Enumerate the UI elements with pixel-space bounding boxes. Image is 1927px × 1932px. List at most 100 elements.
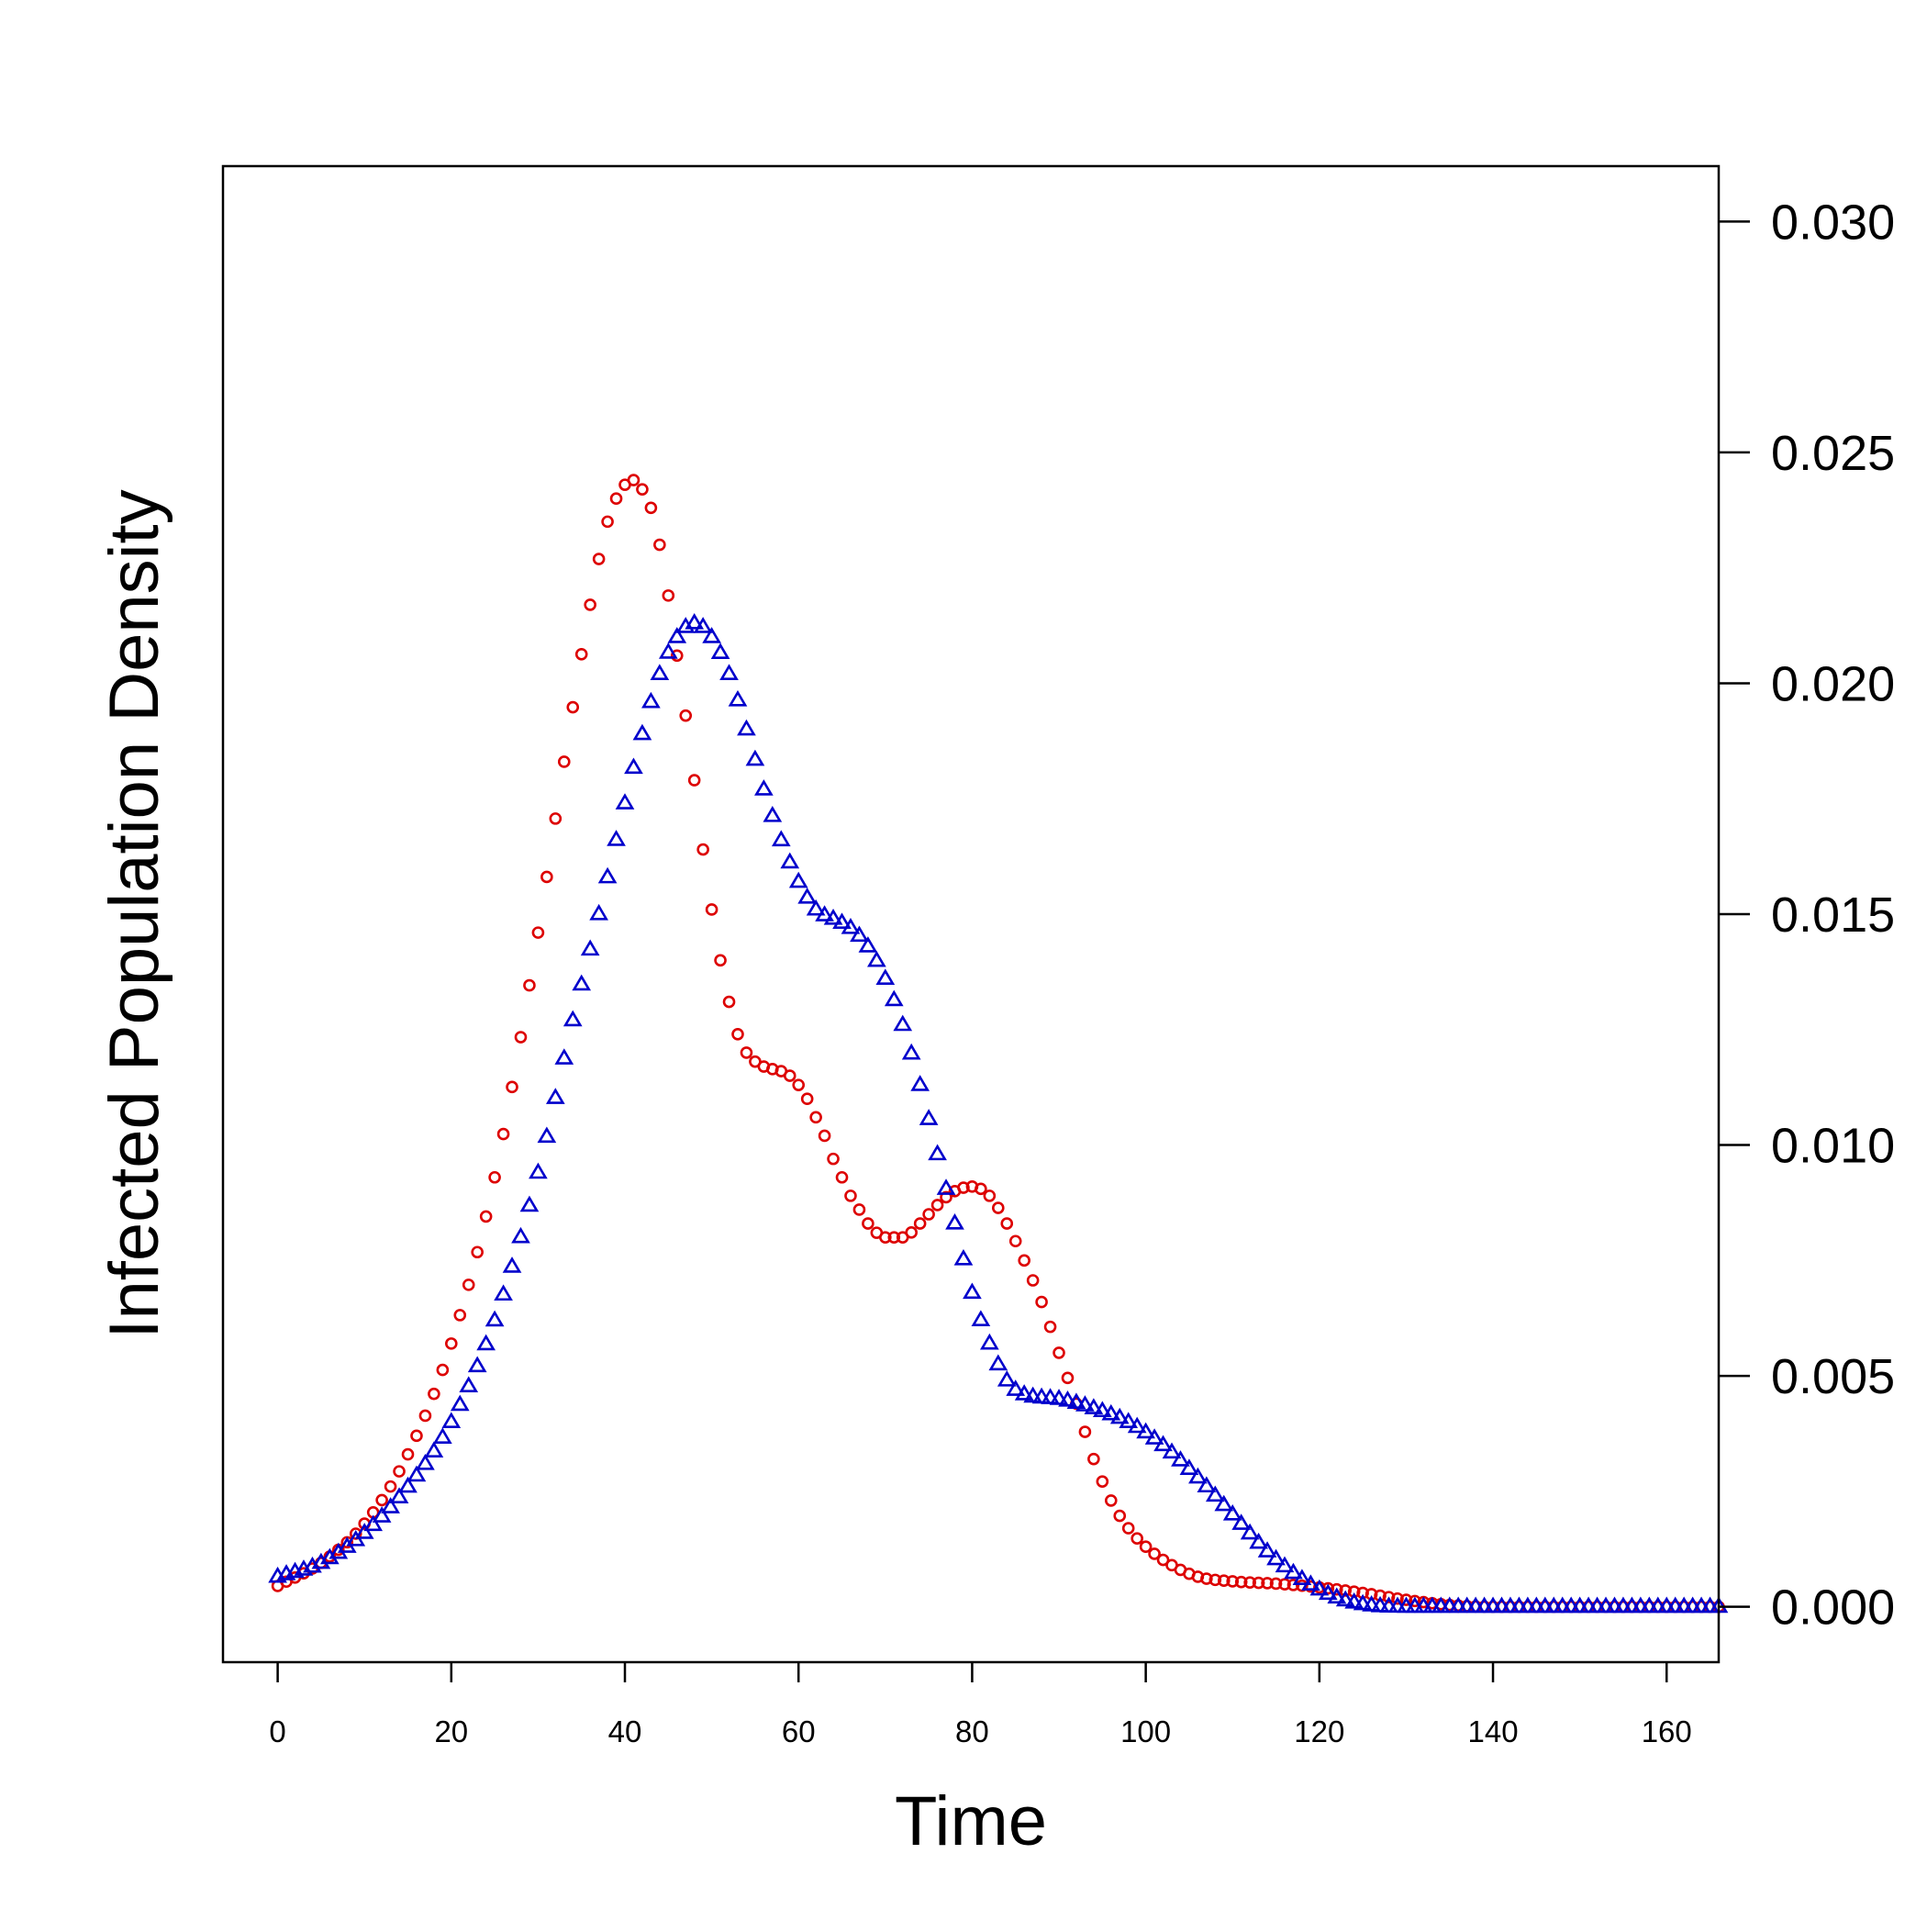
red-circle-point	[662, 589, 675, 602]
blue-triangle-point	[1327, 1587, 1347, 1604]
red-circle-point	[428, 1387, 440, 1401]
blue-triangle-point	[1344, 1592, 1364, 1609]
blue-triangle-point	[476, 1334, 496, 1351]
red-circle-point	[488, 1170, 501, 1184]
blue-triangle-point	[1179, 1458, 1199, 1475]
red-circle-point	[471, 1245, 484, 1259]
red-circle-point	[418, 1409, 432, 1423]
red-circle-point	[1296, 1579, 1309, 1592]
red-circle-point	[922, 1208, 935, 1221]
blue-triangle-point	[398, 1476, 418, 1493]
red-circle-point	[1156, 1553, 1170, 1567]
red-circle-point	[609, 492, 623, 506]
red-circle-point	[496, 1127, 510, 1141]
red-circle-point	[679, 709, 693, 722]
red-circle-point	[670, 649, 684, 663]
red-circle-point	[601, 515, 614, 529]
red-circle-point	[940, 1190, 952, 1204]
y-tick-label: 0.025	[1771, 426, 1895, 481]
red-circle-point	[1252, 1576, 1265, 1590]
red-circle-point	[1096, 1475, 1109, 1488]
blue-triangle-point	[1066, 1392, 1086, 1410]
blue-triangle-point	[1119, 1412, 1139, 1428]
blue-triangle-point	[745, 749, 765, 766]
blue-triangle-point	[780, 852, 800, 869]
red-circle-point	[1269, 1577, 1283, 1591]
red-circle-point	[835, 1170, 849, 1184]
blue-triangle-point	[1188, 1467, 1208, 1484]
red-circle-point	[401, 1447, 415, 1461]
blue-triangle-point	[1031, 1387, 1052, 1404]
blue-triangle-point	[519, 1195, 540, 1212]
red-circle-point	[862, 1217, 874, 1230]
blue-triangle-point	[459, 1376, 479, 1393]
blue-triangle-point	[1109, 1407, 1130, 1424]
red-circle-point	[1087, 1452, 1100, 1466]
blue-triangle-point	[771, 830, 791, 847]
blue-triangle-point	[416, 1453, 435, 1470]
blue-triangle-point	[1101, 1403, 1121, 1421]
blue-triangle-point	[563, 1010, 583, 1027]
red-circle-point	[1035, 1295, 1048, 1309]
blue-triangle-point	[1049, 1389, 1069, 1405]
red-circle-point	[740, 1046, 753, 1059]
blue-triangle-point	[589, 903, 608, 921]
blue-triangle-point	[537, 1126, 557, 1144]
blue-triangle-point	[554, 1048, 574, 1065]
blue-triangle-point	[850, 925, 869, 943]
blue-triangle-point	[641, 691, 661, 709]
blue-triangle-point	[1197, 1476, 1217, 1493]
blue-triangle-point	[910, 1075, 930, 1091]
y-tick-label: 0.010	[1771, 1119, 1895, 1174]
blue-triangle-point	[1171, 1450, 1190, 1467]
blue-triangle-point	[971, 1310, 991, 1326]
blue-triangle-point	[441, 1412, 462, 1428]
red-circle-point	[705, 903, 718, 916]
red-circle-point	[913, 1217, 927, 1230]
x-axis-title: Time	[895, 1782, 1047, 1860]
x-tick-label: 100	[1120, 1714, 1171, 1748]
red-circle-point	[1000, 1217, 1014, 1230]
blue-triangle-point	[1335, 1590, 1355, 1607]
red-circle-point	[1061, 1371, 1075, 1385]
blue-triangle-point	[945, 1212, 964, 1230]
x-tick-label: 60	[782, 1714, 816, 1748]
red-circle-point	[1018, 1254, 1030, 1268]
x-tick-label: 0	[269, 1714, 285, 1748]
red-circle-point	[584, 598, 596, 611]
blue-triangle-point	[1014, 1384, 1034, 1401]
blue-triangle-point	[823, 908, 843, 925]
red-circle-point	[852, 1203, 866, 1216]
blue-triangle-point	[997, 1370, 1017, 1387]
red-circle-point	[975, 1182, 987, 1196]
red-circle-point	[1330, 1582, 1343, 1596]
red-circle-point	[1131, 1532, 1143, 1546]
x-axis: 0 20 40 60 80 100 120 140 160	[269, 1662, 1692, 1748]
blue-triangle-point	[529, 1162, 548, 1179]
data-marks	[268, 474, 1729, 1614]
red-circle-point	[1200, 1572, 1213, 1585]
blue-triangle-point	[363, 1514, 384, 1532]
blue-triangle-point	[1362, 1595, 1381, 1612]
x-tick-label: 160	[1642, 1714, 1692, 1748]
blue-triangle-point	[1292, 1569, 1312, 1586]
red-circle-point	[1113, 1509, 1127, 1523]
blue-triangle-point	[372, 1506, 392, 1523]
blue-triangle-point	[1162, 1442, 1182, 1459]
red-circle-point	[827, 1152, 840, 1166]
blue-triangle-point	[919, 1109, 939, 1125]
blue-triangle-point	[710, 642, 730, 660]
blue-triangle-point	[858, 936, 878, 953]
blue-triangle-point	[615, 793, 635, 810]
red-circle-point	[1078, 1425, 1092, 1438]
red-circle-point	[479, 1210, 493, 1223]
blue-triangle-point	[311, 1552, 331, 1569]
x-tick-label: 120	[1294, 1714, 1344, 1748]
blue-triangle-point	[928, 1144, 947, 1161]
y-tick-label: 0.015	[1771, 888, 1895, 943]
red-circle-point	[1121, 1522, 1135, 1535]
blue-triangle-point	[432, 1427, 452, 1444]
blue-triangle-point	[979, 1333, 999, 1350]
